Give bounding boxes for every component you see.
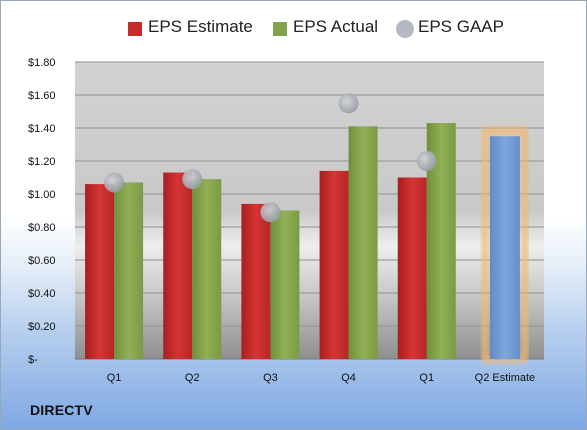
x-tick-label: Q1 (107, 372, 122, 384)
x-tick-label: Q3 (263, 372, 278, 384)
bar-eps-estimate (241, 203, 271, 359)
bar-eps-estimate (319, 170, 349, 359)
plot-area (75, 62, 544, 359)
x-tick-label: Q2 Estimate (475, 372, 536, 384)
bar-eps-estimate (397, 177, 427, 359)
bar-eps-actual (192, 179, 222, 359)
bar-eps-estimate (163, 172, 193, 359)
chart-legend: EPS Estimate EPS Actual EPS GAAP (0, 14, 587, 44)
y-tick-label: $1.00 (28, 189, 56, 201)
y-tick-label: $1.40 (28, 123, 56, 135)
y-tick-label: $1.80 (28, 57, 56, 69)
x-tick-label: Q2 (185, 372, 200, 384)
y-tick-label: $1.60 (28, 90, 56, 102)
marker-eps-gaap (104, 172, 125, 193)
legend-swatch-eps-estimate (128, 22, 142, 36)
x-tick-label: Q4 (341, 372, 356, 384)
legend-label-eps-estimate: EPS Estimate (148, 17, 253, 36)
brand-label: DIRECTV (30, 402, 93, 418)
y-tick-label: $- (28, 354, 38, 366)
legend-label-eps-actual: EPS Actual (293, 17, 379, 36)
legend-label-eps-gaap: EPS GAAP (418, 17, 504, 36)
x-axis-ticks: Q1 Q2 Q3 Q4 Q1 Q2 Estimate (107, 372, 535, 384)
bar-eps-estimate (85, 184, 115, 359)
marker-eps-gaap (182, 169, 203, 190)
legend-swatch-eps-actual (273, 22, 287, 36)
legend-swatch-eps-gaap (396, 20, 414, 38)
y-tick-label: $0.80 (28, 222, 56, 234)
y-tick-label: $0.20 (28, 321, 56, 333)
x-tick-label: Q1 (419, 372, 434, 384)
marker-eps-gaap (338, 93, 359, 114)
y-tick-label: $0.40 (28, 288, 56, 300)
marker-eps-gaap (260, 202, 281, 223)
bar-eps-actual (270, 210, 300, 359)
marker-eps-gaap (416, 151, 437, 171)
bar-q2-estimate (489, 136, 520, 359)
y-tick-label: $0.60 (28, 255, 56, 267)
y-tick-label: $1.20 (28, 156, 56, 168)
gridlines (75, 61, 544, 360)
bars (85, 123, 529, 363)
gaap-markers (104, 93, 437, 223)
y-axis-ticks: $- $0.20 $0.40 $0.60 $0.80 $1.00 $1.20 $1.40 $1.… (28, 57, 56, 366)
bar-eps-actual (114, 182, 144, 359)
bar-eps-actual (348, 126, 378, 359)
